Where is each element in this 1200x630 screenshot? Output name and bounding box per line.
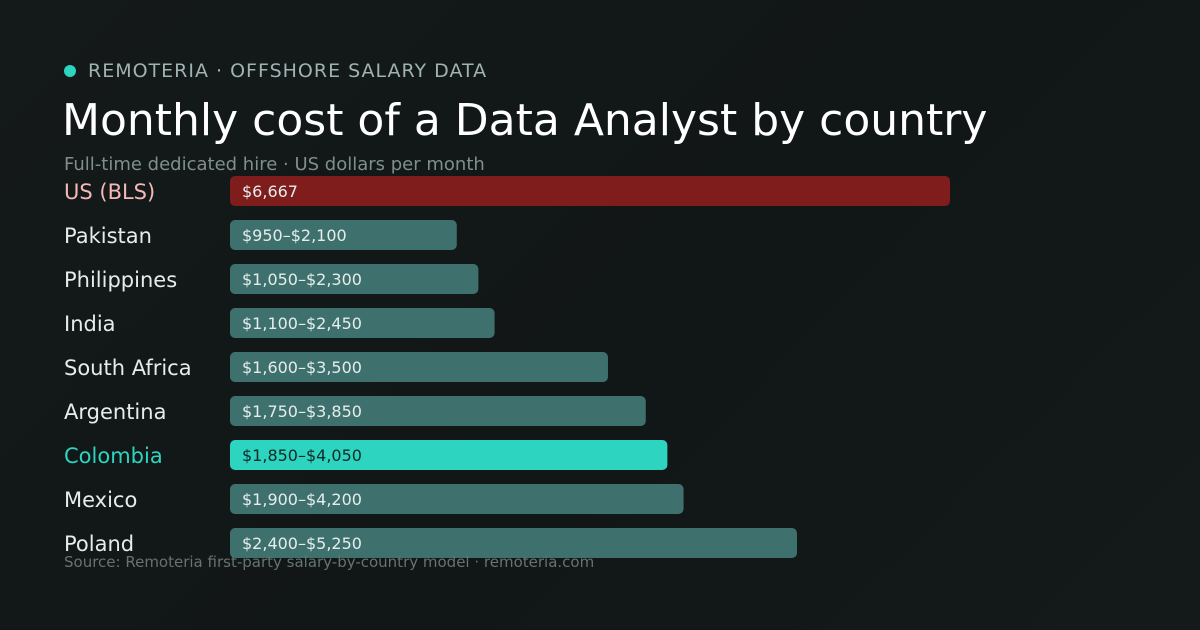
data-label-philippines: $1,050–$2,300: [242, 270, 362, 289]
bar-argentina: [230, 396, 646, 426]
bar-mexico: [230, 484, 684, 514]
data-label-mexico: $1,900–$4,200: [242, 490, 362, 509]
data-label-poland: $2,400–$5,250: [242, 534, 362, 553]
category-label-philippines: Philippines: [64, 268, 177, 292]
category-label-mexico: Mexico: [64, 488, 137, 512]
data-label-south-africa: $1,600–$3,500: [242, 358, 362, 377]
category-label-colombia: Colombia: [64, 444, 163, 468]
category-label-india: India: [64, 312, 116, 336]
bar-pakistan: [230, 220, 457, 250]
category-label-south-africa: South Africa: [64, 356, 192, 380]
source-note: Source: Remoteria first-party salary-by-…: [64, 553, 595, 571]
bar-philippines: [230, 264, 479, 294]
data-label-us-bls: $6,667: [242, 182, 298, 201]
bar-south-africa: [230, 352, 608, 382]
bar-india: [230, 308, 495, 338]
data-label-colombia: $1,850–$4,050: [242, 446, 362, 465]
category-label-poland: Poland: [64, 532, 134, 556]
bar-us-bls: [230, 176, 950, 206]
chart-title: Monthly cost of a Data Analyst by countr…: [62, 95, 988, 146]
brand-dot-icon: [64, 65, 76, 77]
data-label-india: $1,100–$2,450: [242, 314, 362, 333]
brand-label: REMOTERIA · OFFSHORE SALARY DATA: [88, 60, 488, 82]
brand-header: REMOTERIA · OFFSHORE SALARY DATA: [64, 60, 487, 82]
bar-poland: [230, 528, 797, 558]
data-label-pakistan: $950–$2,100: [242, 226, 347, 245]
bar-colombia: [230, 440, 668, 470]
category-label-pakistan: Pakistan: [64, 224, 152, 248]
data-label-argentina: $1,750–$3,850: [242, 402, 362, 421]
category-label-argentina: Argentina: [64, 400, 166, 424]
chart-subtitle: Full-time dedicated hire · US dollars pe…: [64, 154, 485, 175]
category-label-us-bls: US (BLS): [64, 180, 155, 204]
